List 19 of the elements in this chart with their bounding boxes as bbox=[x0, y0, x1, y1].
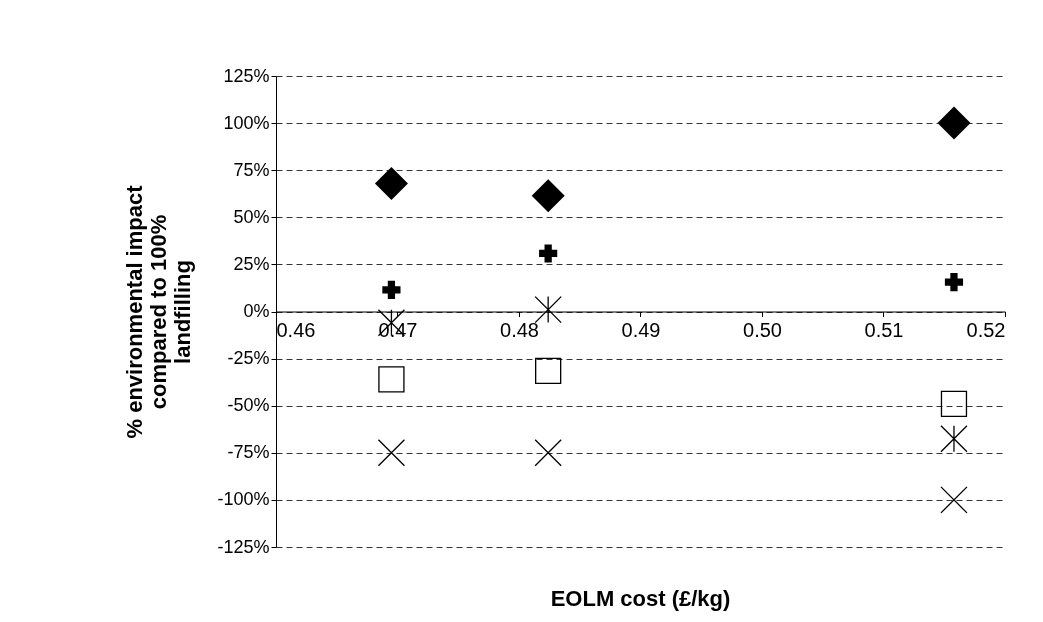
y-tick-label: 0% bbox=[243, 301, 270, 321]
y-tick-label: -125% bbox=[217, 536, 270, 557]
y-tick-label: 50% bbox=[233, 206, 270, 227]
x-tick-label: 0.48 bbox=[500, 319, 539, 341]
y-tick-label: 100% bbox=[223, 112, 270, 133]
y-tick-label: 25% bbox=[233, 253, 270, 274]
x-tick-label: 0.50 bbox=[743, 319, 782, 341]
y-tick-label: -100% bbox=[217, 489, 270, 510]
y-axis-title: % environmental impact compared to 100% landfilling bbox=[122, 184, 196, 439]
y-tick-label: -50% bbox=[227, 395, 270, 416]
x-tick-label: 0.46 bbox=[276, 319, 316, 341]
x-axis-title: EOLM cost (£/kg) bbox=[550, 586, 731, 611]
y-tick-label: 75% bbox=[233, 159, 270, 180]
x-tick-label: 0.49 bbox=[621, 319, 661, 341]
y-tick-label: 125% bbox=[223, 65, 270, 86]
y-tick-label: -75% bbox=[227, 442, 270, 463]
x-tick-label: 0.52 bbox=[966, 319, 1006, 341]
y-tick-label: -25% bbox=[227, 348, 270, 369]
x-tick-label: 0.51 bbox=[864, 319, 904, 341]
